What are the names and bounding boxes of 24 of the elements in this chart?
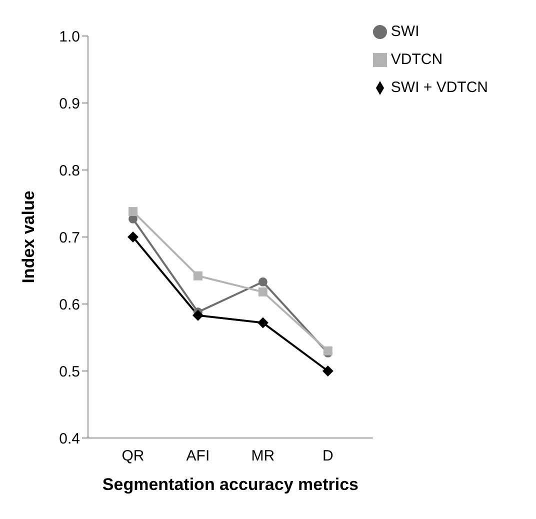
x-tick-label: QR <box>122 448 144 465</box>
legend-label: SWI <box>390 23 420 40</box>
point <box>128 207 138 216</box>
y-tick-label: 0.4 <box>59 430 80 448</box>
point <box>257 317 268 328</box>
y-tick-label: 0.8 <box>59 162 80 180</box>
x-tick-label: D <box>322 448 334 465</box>
y-tick-label: 1.0 <box>59 28 80 46</box>
y-tick-label: 0.5 <box>59 363 80 380</box>
y-tick-label: 0.6 <box>59 296 80 314</box>
point <box>258 277 268 286</box>
x-tick-label: AFI <box>186 448 210 465</box>
point <box>128 232 138 242</box>
x-tick-label: MR <box>251 448 275 465</box>
point <box>322 366 334 376</box>
x-axis-title: Segmentation accuracy metrics <box>102 475 358 494</box>
point <box>193 271 202 280</box>
y-tick-label: 0.7 <box>59 229 80 246</box>
point <box>258 287 268 296</box>
point <box>192 310 204 321</box>
y-tick-label: 0.9 <box>59 95 80 112</box>
legend-label: SWI + VDTCN <box>390 79 488 96</box>
legend-label: VDTCN <box>390 51 443 68</box>
y-axis-title: Index value <box>19 190 38 284</box>
